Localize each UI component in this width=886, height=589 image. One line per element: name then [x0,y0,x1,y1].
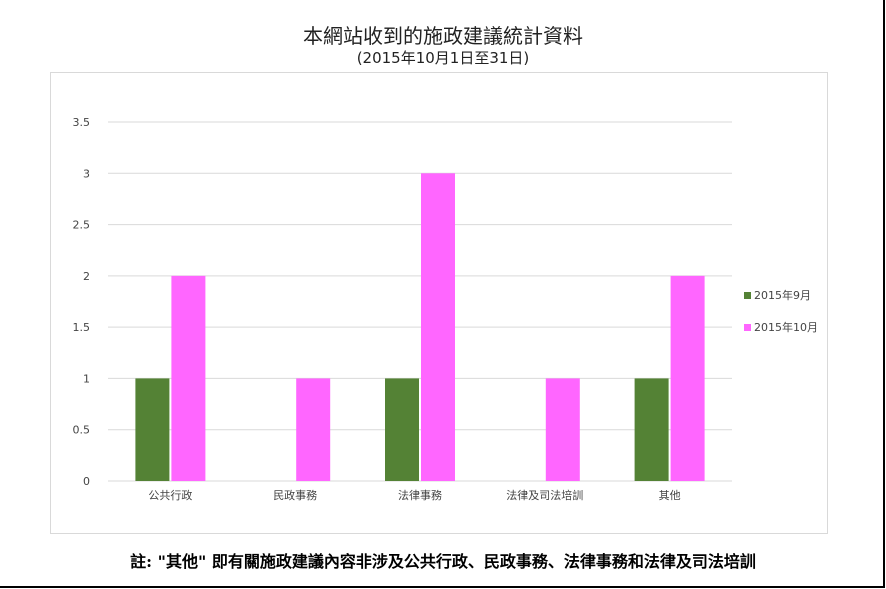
legend-label: 2015年9月 [754,288,811,302]
x-tick-label: 民政事務 [273,488,317,502]
y-tick-label: 1.5 [73,321,91,334]
bar-oct [421,173,455,482]
x-tick-label: 法律及司法培訓 [506,488,583,502]
x-tick-label: 公共行政 [148,488,192,502]
plot-area [50,72,828,534]
legend-swatch [744,324,751,331]
legend-label: 2015年10月 [754,320,818,334]
bar-sep [634,378,669,481]
x-tick-label: 其他 [659,489,681,502]
bar-sep [135,378,170,481]
y-tick-label: 0.5 [73,424,91,437]
footnote: 註: "其他" 即有關施政建議內容非涉及公共行政、民政事務、法律事務和法律及司法… [130,552,756,571]
chart-subtitle: (2015年10月1日至31日) [356,49,530,67]
chart-title: 本網站收到的施政建議統計資料 [303,24,583,48]
bar-oct [670,275,705,481]
bar-oct [545,378,580,481]
legend-swatch [744,292,751,299]
y-tick-label: 0 [83,475,90,488]
y-tick-label: 2 [83,270,90,283]
y-tick-label: 1 [83,372,90,385]
x-tick-label: 法律事務 [398,488,442,502]
bar-oct [296,378,331,481]
y-tick-label: 3 [83,167,90,180]
y-tick-label: 2.5 [73,219,91,232]
y-tick-label: 3.5 [73,116,91,129]
bar-sep [385,378,419,481]
bar-oct [171,275,206,481]
